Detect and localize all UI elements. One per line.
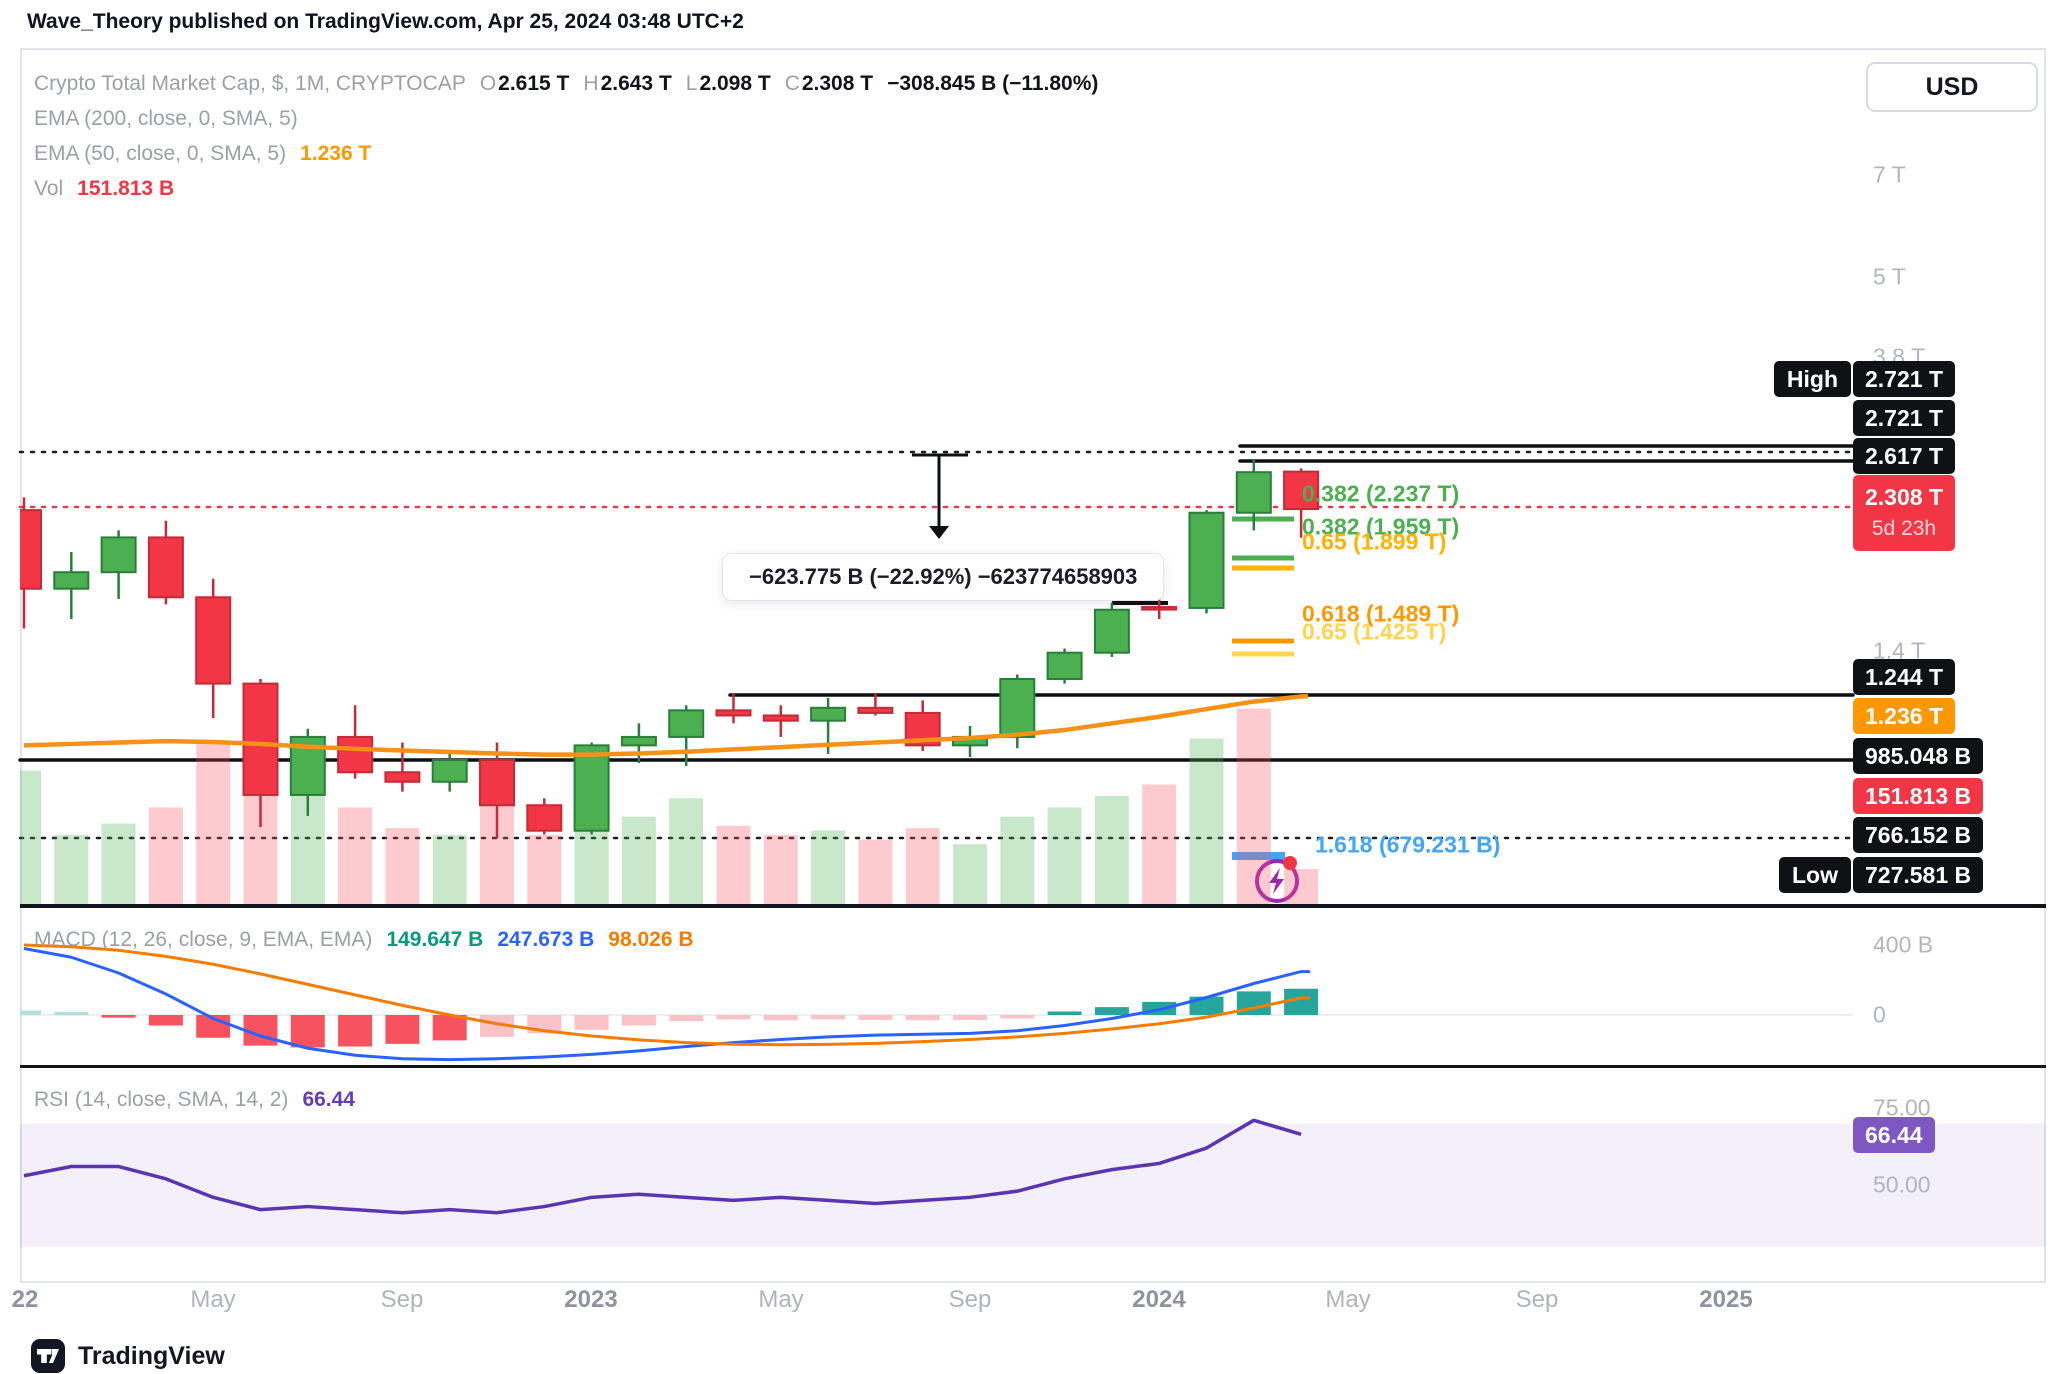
rsi-legend-row[interactable]: RSI (14, close, SMA, 14, 2) 66.44 <box>34 1088 355 1112</box>
time-axis-label: May <box>190 1286 236 1313</box>
price-label-badge: 1.236 T <box>1853 698 1955 734</box>
volume-bars <box>20 708 1319 904</box>
fib-level-label: 1.618 (679.231 B) <box>1315 831 1501 858</box>
macd-label: MACD (12, 26, close, 9, EMA, EMA) <box>34 928 373 951</box>
time-axis-label: May <box>1325 1286 1371 1313</box>
chart-left-border <box>20 48 22 1281</box>
volume-label: Vol <box>34 177 64 200</box>
change-readout: −308.845 B (−11.80%) <box>887 72 1099 95</box>
macd-line <box>23 947 1310 1062</box>
price-axis-tick: 5 T <box>1873 263 1906 290</box>
rsi-line <box>23 1118 1302 1215</box>
time-axis-label: Sep <box>1515 1286 1559 1313</box>
currency-toggle-button[interactable]: USD <box>1866 62 2038 112</box>
low-tag-badge: Low <box>1779 857 1851 893</box>
publish-header: Wave_Theory published on TradingView.com… <box>27 10 744 33</box>
macd-rsi-separator <box>20 1065 2046 1068</box>
close-readout: C 2.308 T <box>784 72 874 95</box>
high-tag-badge: High <box>1773 361 1851 397</box>
price-label-badge: 985.048 B <box>1853 738 1984 774</box>
candles <box>20 459 1320 839</box>
ema50-value: 1.236 T <box>300 142 372 165</box>
price-label-badge: 727.581 B <box>1853 857 1984 893</box>
macd-legend-row[interactable]: MACD (12, 26, close, 9, EMA, EMA) 149.64… <box>34 928 694 952</box>
fib-level-label: 0.382 (2.237 T) <box>1302 480 1460 507</box>
rsi-band <box>20 1123 2046 1247</box>
fib-level-label: 0.65 (1.899 T) <box>1302 528 1447 555</box>
macd-signal-line <box>23 943 1310 1047</box>
tradingview-logo-text: TradingView <box>78 1341 225 1370</box>
price-macd-separator <box>20 904 2046 908</box>
price-axis-tick: 75.00 <box>1873 1094 1931 1121</box>
fib-level-label: 0.65 (1.425 T) <box>1302 618 1447 645</box>
low-readout: L 2.098 T <box>685 72 771 95</box>
ema200-legend-row[interactable]: EMA (200, close, 0, SMA, 5) <box>34 107 298 131</box>
price-label-badge: 2.308 T 5d 23h <box>1853 475 1955 551</box>
price-label-badge: 2.721 T <box>1853 400 1955 436</box>
fib-level-label: 0.618 (1.489 T) <box>1302 600 1460 627</box>
flash-icon <box>1255 856 1299 903</box>
ema200-label: EMA (200, close, 0, SMA, 5) <box>34 107 298 130</box>
time-axis-label: 2024 <box>1132 1286 1186 1313</box>
price-axis-tick: 400 B <box>1873 931 1934 958</box>
ema50-legend-row[interactable]: EMA (50, close, 0, SMA, 5) 1.236 T <box>34 142 371 166</box>
macd-line-value: 247.673 B <box>497 928 595 951</box>
measure-tooltip: −623.775 B (−22.92%) −623774658903 <box>722 553 1165 601</box>
price-label-badge: 2.617 T <box>1853 438 1955 474</box>
ema50-line <box>23 694 1308 757</box>
price-label-badge: 66.44 <box>1853 1117 1935 1153</box>
price-label-badge: 766.152 B <box>1853 817 1984 853</box>
time-axis-label: May <box>758 1286 804 1313</box>
time-axis-label: 22 <box>11 1286 39 1313</box>
chart-top-border <box>20 48 2046 50</box>
price-label-badge: 2.721 T <box>1853 361 1955 397</box>
time-axis-label: 2023 <box>564 1286 618 1313</box>
price-label-badge: 1.244 T <box>1853 659 1955 695</box>
price-label-badge: 151.813 B <box>1853 778 1984 814</box>
price-axis-tick: 0 <box>1873 1001 1886 1028</box>
rsi-label: RSI (14, close, SMA, 14, 2) <box>34 1088 289 1111</box>
symbol-legend-row[interactable]: Crypto Total Market Cap, $, 1M, CRYPTOCA… <box>34 72 1098 96</box>
ema50-label: EMA (50, close, 0, SMA, 5) <box>34 142 287 165</box>
macd-histogram <box>20 988 1319 1048</box>
time-axis-label: Sep <box>948 1286 992 1313</box>
high-readout: H 2.643 T <box>583 72 672 95</box>
measure-arrow <box>912 453 968 539</box>
tradingview-logo-icon <box>31 1339 65 1373</box>
fib-level-label: 0.382 (1.959 T) <box>1302 513 1460 540</box>
chart-right-border <box>2044 48 2046 1281</box>
price-axis-tick: 7 T <box>1873 161 1906 188</box>
time-axis-label: Sep <box>380 1286 424 1313</box>
time-axis-label: 2025 <box>1699 1286 1753 1313</box>
price-axis-tick: 50.00 <box>1873 1171 1931 1198</box>
tradingview-watermark[interactable]: TradingView <box>30 1338 225 1374</box>
symbol-title: Crypto Total Market Cap, $, 1M, CRYPTOCA… <box>34 72 466 95</box>
macd-histogram-value: 149.647 B <box>386 928 484 951</box>
volume-value: 151.813 B <box>77 177 175 200</box>
bar-countdown: 5d 23h <box>1871 517 1937 540</box>
rsi-value: 66.44 <box>302 1088 355 1111</box>
open-readout: O 2.615 T <box>479 72 570 95</box>
time-axis-border <box>20 1281 2046 1283</box>
macd-signal-value: 98.026 B <box>608 928 694 951</box>
volume-legend-row[interactable]: Vol 151.813 B <box>34 177 174 201</box>
fib-dashes <box>1232 516 1294 860</box>
plot-area <box>20 459 1320 1215</box>
